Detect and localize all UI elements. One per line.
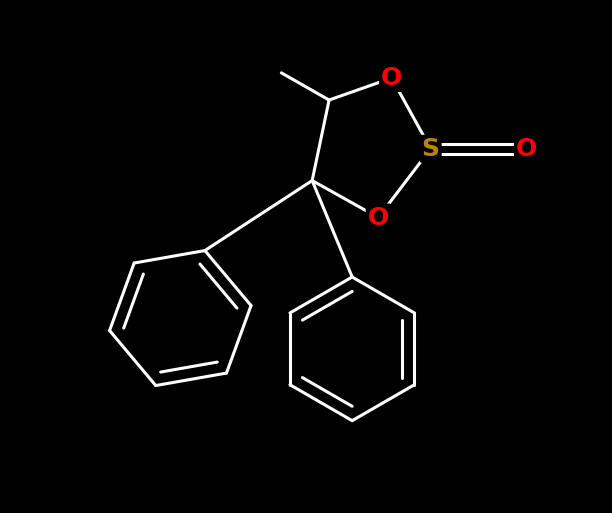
Text: O: O xyxy=(381,66,402,90)
Text: S: S xyxy=(422,137,439,161)
Text: O: O xyxy=(516,137,537,161)
Text: O: O xyxy=(368,206,389,229)
